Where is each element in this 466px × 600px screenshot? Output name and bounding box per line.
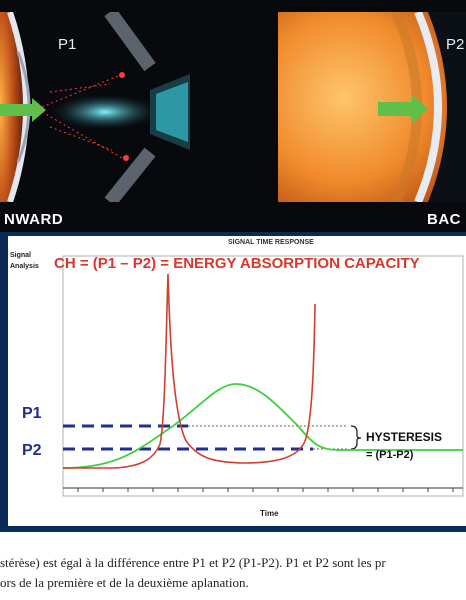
hysteresis-formula: = (P1-P2) (366, 449, 414, 461)
backward-applanation-illustration: P2 (278, 12, 466, 202)
inward-applanation-illustration: P1 (0, 12, 190, 202)
backward-label: BAC (427, 211, 461, 228)
p1-label-left: P1 (58, 36, 77, 53)
formula-label: CH = (P1 – P2) = ENERGY ABSORPTION CAPAC… (54, 255, 420, 272)
time-axis-label: Time (260, 509, 279, 518)
x-axis-ticks (77, 488, 454, 492)
pressure-curve (63, 273, 316, 469)
signal-chart: SIGNAL TIME RESPONSE Signal Analysis CH … (8, 236, 466, 526)
inward-eye-image (0, 12, 190, 202)
caption-line-2: ors de la première et de la deuxième apl… (0, 575, 249, 590)
backward-eye-image (278, 12, 466, 202)
applanation-curve (62, 383, 463, 469)
figure-frame: P1 P2 NWARD BAC (0, 0, 466, 532)
p2-axis-label: P2 (22, 442, 42, 459)
hysteresis-label: HYSTERESIS (366, 430, 442, 444)
caption-line-1: stérèse) est égal à la différence entre … (0, 555, 386, 570)
eye-illustrations: P1 P2 NWARD BAC (0, 0, 466, 232)
p2-label-right: P2 (446, 36, 465, 53)
inward-label: NWARD (4, 211, 64, 228)
hysteresis-brace (350, 425, 362, 450)
caption: stérèse) est égal à la différence entre … (0, 553, 466, 593)
analysis-label: Analysis (10, 263, 39, 270)
signal-label: Signal (10, 252, 31, 259)
signal-chart-svg: SIGNAL TIME RESPONSE Signal Analysis CH … (10, 239, 464, 518)
p1-axis-label: P1 (22, 405, 42, 422)
plot-area (62, 255, 464, 497)
chart-header: SIGNAL TIME RESPONSE (228, 239, 314, 246)
